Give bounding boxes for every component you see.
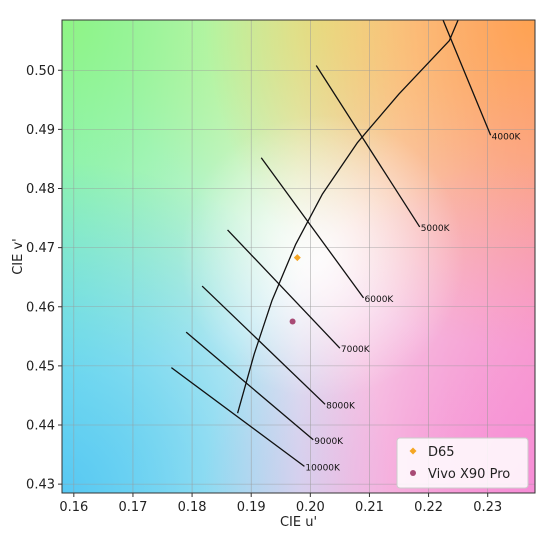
grid	[62, 20, 535, 493]
y-tick-label: 0.45	[26, 359, 55, 374]
x-tick-label: 0.17	[118, 500, 147, 515]
y-axis-label: CIE v'	[11, 238, 26, 275]
x-axis-label: CIE u'	[280, 515, 317, 530]
x-axis-ticks: 0.16 0.17 0.18 0.19 0.20 0.21 0.22 0.23	[59, 493, 502, 515]
legend-d65-label: D65	[428, 445, 455, 460]
y-tick-label: 0.50	[26, 64, 55, 79]
isotherm-label-8000k: 8000K	[326, 401, 356, 411]
isotherm-labels: 4000K 5000K 6000K 7000K 8000K 9000K 10000K	[305, 132, 521, 473]
isotherm-line-7000k	[227, 229, 341, 349]
legend: D65 Vivo X90 Pro	[396, 437, 529, 489]
y-tick-label: 0.46	[26, 300, 55, 315]
y-axis-ticks: 0.43 0.44 0.45 0.46 0.47 0.48 0.49 0.50	[26, 64, 62, 493]
x-tick-label: 0.23	[473, 500, 502, 515]
isotherm-label-9000k: 9000K	[314, 437, 344, 447]
plot-frame	[61, 19, 536, 494]
isotherm-label-10000k: 10000K	[305, 463, 341, 473]
y-tick-label: 0.43	[26, 478, 55, 493]
planckian-locus-line	[236, 20, 459, 414]
point-d65	[293, 254, 301, 262]
legend-box	[396, 437, 529, 489]
isotherm-line-6000k	[260, 157, 365, 299]
x-tick-label: 0.21	[355, 500, 384, 515]
isotherm-label-4000k: 4000K	[492, 132, 522, 142]
y-tick-label: 0.47	[26, 241, 55, 256]
x-tick-label: 0.22	[414, 500, 443, 515]
isotherm-line-8000k	[201, 285, 326, 405]
isotherm-line-10000k	[170, 367, 305, 467]
isotherm-label-7000k: 7000K	[341, 345, 371, 355]
x-tick-label: 0.19	[237, 500, 266, 515]
isotherm-label-5000k: 5000K	[421, 224, 451, 234]
isotherm-label-6000k: 6000K	[365, 295, 395, 305]
locus-and-isotherms	[170, 20, 492, 467]
x-tick-label: 0.20	[296, 500, 325, 515]
isotherm-line-4000k	[442, 20, 492, 136]
y-tick-label: 0.44	[26, 419, 55, 434]
data-points	[289, 254, 301, 325]
legend-vivo-marker	[410, 470, 416, 476]
isotherm-line-9000k	[185, 331, 314, 441]
legend-d65-marker	[409, 447, 417, 455]
legend-vivo-label: Vivo X90 Pro	[428, 467, 510, 482]
point-vivo-x90-pro	[289, 318, 296, 325]
x-tick-label: 0.18	[178, 500, 207, 515]
x-tick-label: 0.16	[59, 500, 88, 515]
y-tick-label: 0.49	[26, 123, 55, 138]
isotherm-line-5000k	[315, 65, 421, 228]
y-tick-label: 0.48	[26, 182, 55, 197]
